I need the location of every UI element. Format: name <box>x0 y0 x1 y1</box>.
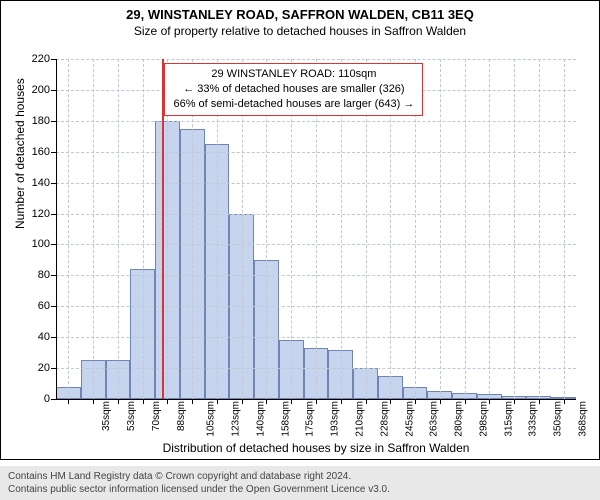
grid-line-v <box>539 59 540 399</box>
y-tick-mark <box>51 59 56 60</box>
x-tick-label: 315sqm <box>503 401 514 437</box>
y-tick-mark <box>51 90 56 91</box>
x-tick-mark <box>118 399 119 404</box>
annotation-line-3: 66% of semi-detached houses are larger (… <box>173 97 414 112</box>
x-tick-label: 193sqm <box>330 401 341 437</box>
x-tick-mark <box>68 399 69 404</box>
x-tick-mark <box>217 399 218 404</box>
x-tick-label: 70sqm <box>151 401 162 431</box>
y-tick-label: 160 <box>32 146 50 158</box>
x-tick-label: 350sqm <box>553 401 564 437</box>
x-tick-mark <box>415 399 416 404</box>
x-tick-mark <box>316 399 317 404</box>
y-tick-mark <box>51 275 56 276</box>
title-main: 29, WINSTANLEY ROAD, SAFFRON WALDEN, CB1… <box>1 1 599 22</box>
title-sub: Size of property relative to detached ho… <box>1 22 599 38</box>
y-tick-mark <box>51 121 56 122</box>
y-tick-label: 120 <box>32 208 50 220</box>
grid-line-v <box>118 59 119 399</box>
x-tick-label: 333sqm <box>528 401 539 437</box>
y-tick-label: 20 <box>38 362 50 374</box>
y-tick-label: 200 <box>32 84 50 96</box>
grid-line-v <box>489 59 490 399</box>
x-tick-mark <box>390 399 391 404</box>
x-tick-mark <box>266 399 267 404</box>
grid-line-v <box>514 59 515 399</box>
x-tick-label: 210sqm <box>355 401 366 437</box>
y-tick-label: 180 <box>32 115 50 127</box>
y-axis: 020406080100120140160180200220 <box>1 59 56 399</box>
x-tick-mark <box>143 399 144 404</box>
y-tick-mark <box>51 244 56 245</box>
grid-line-v <box>465 59 466 399</box>
x-tick-label: 368sqm <box>577 401 588 437</box>
x-tick-label: 280sqm <box>454 401 465 437</box>
y-tick-label: 0 <box>44 393 50 405</box>
x-tick-label: 298sqm <box>478 401 489 437</box>
y-tick-label: 220 <box>32 53 50 65</box>
grid-line-v <box>564 59 565 399</box>
x-tick-mark <box>242 399 243 404</box>
y-tick-mark <box>51 368 56 369</box>
y-tick-label: 100 <box>32 238 50 250</box>
x-tick-label: 245sqm <box>404 401 415 437</box>
y-tick-label: 140 <box>32 177 50 189</box>
chart-container: 29, WINSTANLEY ROAD, SAFFRON WALDEN, CB1… <box>0 0 600 460</box>
x-tick-label: 35sqm <box>101 401 112 431</box>
x-tick-mark <box>440 399 441 404</box>
x-tick-label: 88sqm <box>176 401 187 431</box>
x-tick-mark <box>539 399 540 404</box>
plot-area: 29 WINSTANLEY ROAD: 110sqm← 33% of detac… <box>56 59 576 399</box>
y-tick-mark <box>51 183 56 184</box>
footer-line-1: Contains HM Land Registry data © Crown c… <box>8 470 592 483</box>
x-axis: 35sqm 53sqm 70sqm 88sqm 105sqm 123sqm 140sqm 15… <box>56 399 576 444</box>
y-tick-mark <box>51 214 56 215</box>
grid-line-v <box>440 59 441 399</box>
x-tick-mark <box>93 399 94 404</box>
x-tick-mark <box>341 399 342 404</box>
grid-line-v <box>68 59 69 399</box>
y-tick-mark <box>51 337 56 338</box>
x-tick-label: 175sqm <box>305 401 316 437</box>
y-tick-mark <box>51 306 56 307</box>
y-tick-label: 40 <box>38 331 50 343</box>
x-tick-label: 105sqm <box>206 401 217 437</box>
x-axis-label: Distribution of detached houses by size … <box>56 441 576 455</box>
x-tick-mark <box>291 399 292 404</box>
grid-line-v <box>143 59 144 399</box>
annotation-box: 29 WINSTANLEY ROAD: 110sqm← 33% of detac… <box>164 63 423 116</box>
x-tick-label: 123sqm <box>231 401 242 437</box>
annotation-line-2: ← 33% of detached houses are smaller (32… <box>173 82 414 97</box>
x-tick-label: 158sqm <box>280 401 291 437</box>
annotation-line-1: 29 WINSTANLEY ROAD: 110sqm <box>173 67 414 82</box>
y-tick-mark <box>51 152 56 153</box>
y-tick-label: 60 <box>38 300 50 312</box>
x-tick-label: 53sqm <box>126 401 137 431</box>
x-tick-label: 263sqm <box>429 401 440 437</box>
x-tick-label: 228sqm <box>379 401 390 437</box>
grid-line-v <box>93 59 94 399</box>
x-tick-mark <box>366 399 367 404</box>
x-tick-label: 140sqm <box>256 401 267 437</box>
x-tick-mark <box>514 399 515 404</box>
footer-line-2: Contains public sector information licen… <box>8 483 592 496</box>
footer: Contains HM Land Registry data © Crown c… <box>0 466 600 500</box>
x-tick-mark <box>564 399 565 404</box>
y-axis-line <box>56 59 57 399</box>
x-tick-mark <box>192 399 193 404</box>
x-tick-mark <box>167 399 168 404</box>
x-tick-mark <box>489 399 490 404</box>
y-tick-label: 80 <box>38 269 50 281</box>
x-tick-mark <box>465 399 466 404</box>
